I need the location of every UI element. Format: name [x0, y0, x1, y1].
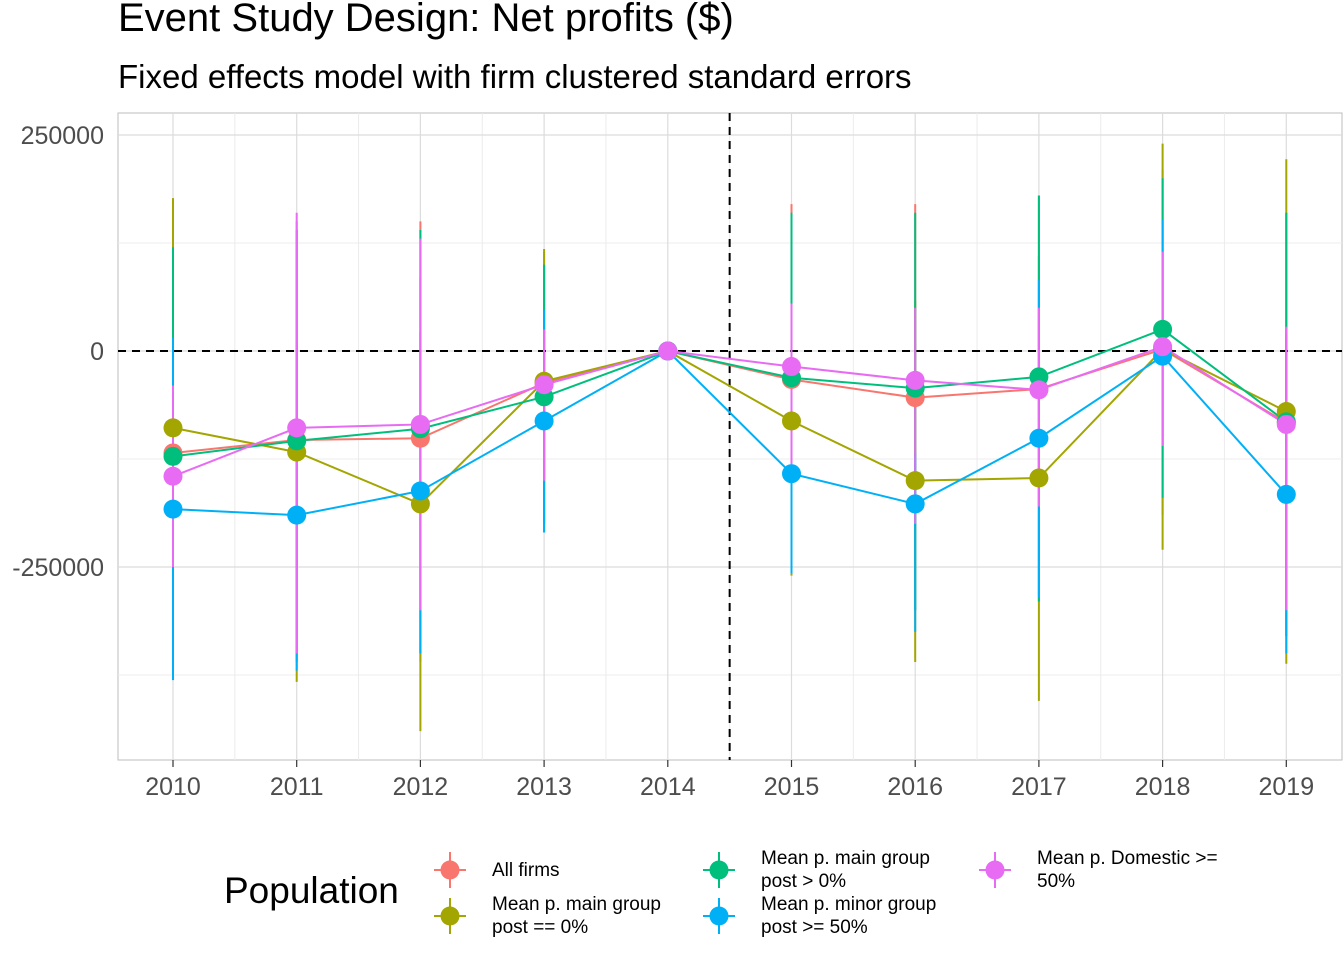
legend-key-icon [979, 852, 1011, 888]
legend-label: Mean p. main group post == 0% [492, 894, 661, 938]
x-tick-label: 2018 [1135, 773, 1191, 801]
y-tick-label: 0 [90, 338, 104, 366]
chart-title: Event Study Design: Net profits ($) [118, 0, 734, 40]
legend-key-point [985, 860, 1005, 880]
series-4-line [172, 345, 1287, 478]
series-4-point [658, 341, 678, 361]
series-3-point [410, 481, 430, 501]
legend-label: Mean p. main group post > 0% [761, 848, 930, 892]
legend-key-point [440, 860, 460, 880]
legend-label: All firms [492, 859, 560, 881]
y-tick-label: 250000 [21, 122, 104, 150]
series-4-point [1153, 337, 1173, 357]
legend-label: Mean p. Domestic >= 50% [1037, 848, 1218, 892]
legend-item-domestic: Mean p. Domestic >= 50% [977, 846, 1237, 894]
series-2-line [172, 328, 1287, 458]
x-tick-label: 2015 [764, 773, 820, 801]
x-tick-label: 2013 [516, 773, 572, 801]
legend-key-point [440, 906, 460, 926]
x-tick-label: 2019 [1258, 773, 1314, 801]
series-1-point [163, 418, 183, 438]
legend-key-icon [703, 852, 735, 888]
x-tick-label: 2016 [887, 773, 943, 801]
series-3-point [163, 499, 183, 519]
series-3-point [1276, 484, 1296, 504]
series-1-point [1029, 468, 1049, 488]
series-4-point [534, 375, 554, 395]
chart-subtitle: Fixed effects model with firm clustered … [118, 58, 912, 95]
series-4-point [410, 414, 430, 434]
x-tick-label: 2014 [640, 773, 696, 801]
series-1-point [905, 471, 925, 491]
legend-item-main-group-zero: Mean p. main group post == 0% [432, 892, 692, 940]
legend-key-icon [434, 898, 466, 934]
legend-item-minor-group: Mean p. minor group post >= 50% [701, 892, 961, 940]
legend-label: Mean p. minor group post >= 50% [761, 894, 937, 938]
legend-key-icon [434, 852, 466, 888]
series-4-point [1276, 414, 1296, 434]
series-3-point [287, 505, 307, 525]
series-3-point [782, 464, 801, 484]
series-4-point [1029, 380, 1049, 400]
series-1-point [782, 411, 801, 431]
x-tick-label: 2011 [270, 773, 324, 801]
series-3-point [905, 494, 925, 514]
legend-item-main-group-positive: Mean p. main group post > 0% [701, 846, 961, 894]
series-4-point [782, 357, 801, 377]
series-2-point [163, 446, 183, 466]
legend-key-icon [703, 898, 735, 934]
series-1-line [172, 348, 1287, 506]
legend-title: Population [224, 870, 399, 911]
series-3-line [172, 349, 1288, 517]
x-tick-label: 2010 [145, 773, 201, 801]
series-2-point [1153, 319, 1173, 339]
x-tick-label: 2012 [393, 773, 449, 801]
series-3-point [1029, 428, 1049, 448]
legend-item-all-firms: All firms [432, 846, 692, 894]
series-3-point [534, 411, 554, 431]
legend-key-point [709, 906, 729, 926]
y-tick-label: -250000 [12, 554, 104, 582]
series-4-point [905, 370, 925, 390]
series-4-point [163, 466, 183, 486]
series-4-point [287, 418, 307, 438]
x-tick-label: 2017 [1011, 773, 1067, 801]
legend-key-point [709, 860, 729, 880]
